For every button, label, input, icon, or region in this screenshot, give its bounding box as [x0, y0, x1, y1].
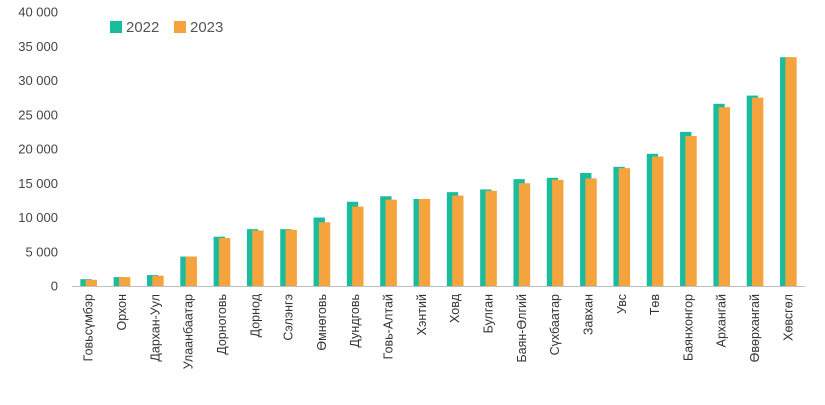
x-tick-label: Баянхонгор — [681, 294, 695, 361]
y-tick-label: 30 000 — [18, 73, 58, 88]
bar-2023-21 — [752, 97, 764, 287]
x-tick-label: Завхан — [581, 294, 595, 335]
legend-label: 2022 — [126, 19, 159, 36]
x-tick-label: Сүхбаатар — [548, 294, 562, 355]
y-tick-label: 25 000 — [18, 107, 58, 122]
x-tick-label: Орхон — [115, 294, 129, 331]
x-tick-label: Булган — [481, 294, 495, 333]
x-tick-label: Улаанбаатар — [182, 294, 196, 369]
bar-2023-7 — [285, 229, 297, 286]
bar-2023-13 — [485, 190, 497, 286]
bar-2023-10 — [385, 199, 397, 286]
y-tick-label: 15 000 — [18, 176, 58, 191]
y-tick-label: 20 000 — [18, 142, 58, 157]
x-tick-label: Хэнтий — [415, 294, 429, 335]
y-tick-label: 5 000 — [25, 244, 58, 259]
y-tick-label: 40 000 — [18, 5, 58, 20]
legend-swatch-2022 — [110, 21, 122, 33]
x-tick-label: Говь-Алтай — [382, 294, 396, 359]
bar-2023-22 — [785, 57, 797, 287]
bar-2023-19 — [685, 135, 697, 286]
x-tick-label: Дорноговь — [215, 294, 229, 355]
y-tick-label: 35 000 — [18, 39, 58, 54]
x-tick-label: Өмнөговь — [315, 294, 329, 351]
bar-2023-1 — [85, 279, 97, 286]
x-tick-label: Хөвсгөл — [781, 294, 795, 341]
bar-2023-6 — [252, 230, 264, 286]
x-tick-label: Баян-Өлгий — [515, 294, 529, 363]
x-tick-label: Ховд — [448, 293, 462, 323]
x-tick-label: Дархан-Уул — [148, 294, 162, 362]
x-tick-label: Увс — [615, 294, 629, 314]
x-tick-label: Архангай — [715, 294, 729, 347]
bar-2023-17 — [618, 168, 631, 286]
bar-2023-20 — [718, 107, 731, 286]
x-tick-label: Дорнод — [248, 293, 262, 337]
x-axis: Говьсүмбэр Орхон Дархан-Уул Улаанбаатар Дорн… — [82, 293, 796, 369]
bar-2023-9 — [352, 206, 364, 286]
x-tick-label: Төв — [648, 294, 662, 316]
bars — [80, 57, 797, 287]
bar-2023-18 — [652, 156, 664, 286]
bar-2023-4 — [185, 256, 197, 286]
bar-2023-11 — [418, 199, 431, 286]
bar-2023-16 — [585, 178, 597, 286]
y-axis: 0 5 000 10 000 15 000 20 000 25 000 30 000 35 0… — [18, 5, 58, 294]
x-tick-label: Говьсүмбэр — [82, 294, 96, 361]
x-tick-label: Өвөрхангай — [748, 294, 762, 362]
legend-swatch-2023 — [174, 21, 186, 33]
y-tick-label: 0 — [51, 279, 58, 294]
bar-2023-3 — [152, 275, 164, 286]
bar-2023-12 — [452, 195, 464, 286]
bar-2023-15 — [552, 179, 564, 286]
bar-2023-2 — [118, 277, 131, 286]
legend: 2022 2023 — [110, 19, 223, 36]
y-tick-label: 10 000 — [18, 210, 58, 225]
legend-label: 2023 — [190, 19, 223, 36]
bar-2023-8 — [318, 222, 331, 286]
bar-2023-14 — [518, 183, 531, 286]
bar-2023-5 — [218, 238, 231, 286]
x-tick-label: Сэлэнгэ — [282, 294, 296, 341]
x-tick-label: Дундговь — [348, 294, 362, 348]
